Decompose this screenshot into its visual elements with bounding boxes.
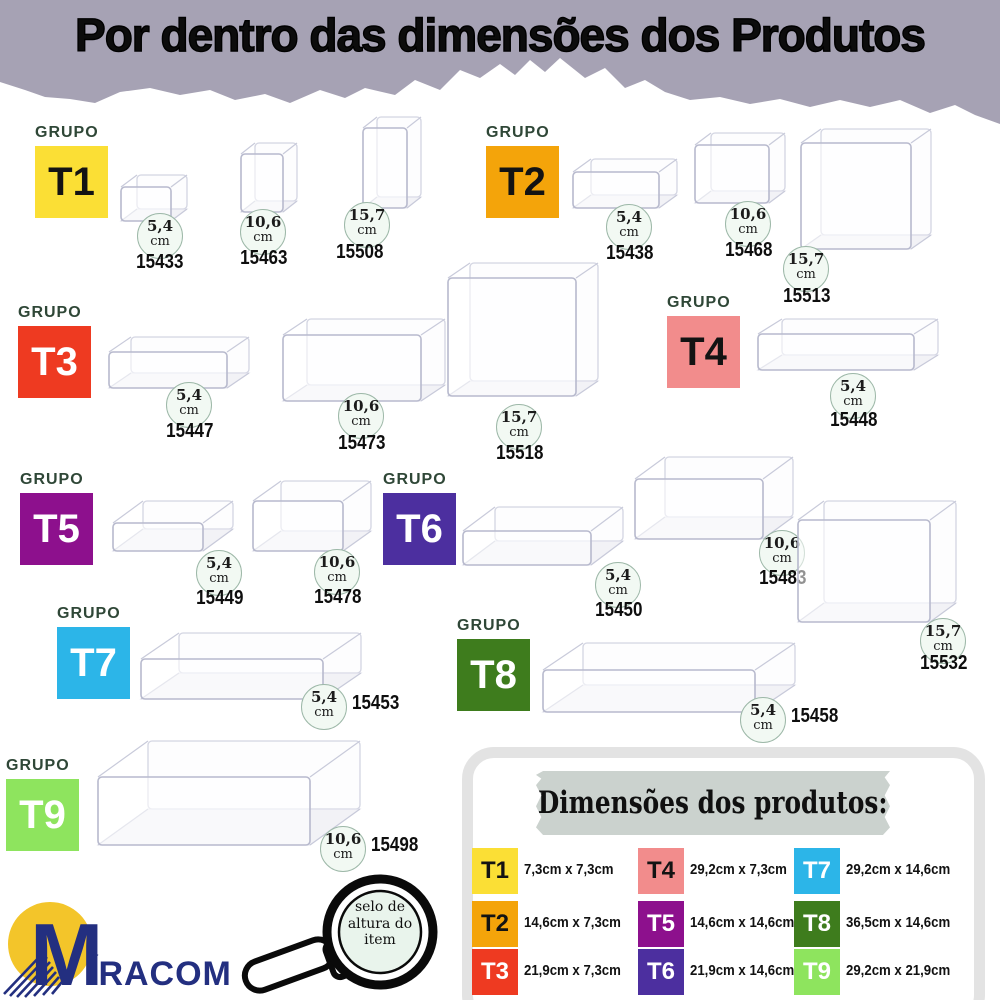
group-label-t8: GRUPO xyxy=(457,617,521,634)
product-code: 15478 xyxy=(314,586,362,608)
product-box xyxy=(239,142,299,213)
group-label-t1: GRUPO xyxy=(35,124,99,141)
group-badge-t9: T9 xyxy=(6,779,79,851)
product-box xyxy=(693,132,787,204)
legend-dims-t5: 14,6cm x 14,6cm xyxy=(690,914,795,931)
height-badge: 5,4 cm xyxy=(595,562,641,608)
height-badge: 5,4 cm xyxy=(606,204,652,250)
legend-swatch-t5: T5 xyxy=(638,901,684,947)
product-code: 15483 xyxy=(759,567,807,589)
product-code: 15532 xyxy=(920,652,968,674)
height-badge: 5,4 cm xyxy=(166,382,212,428)
product-box xyxy=(796,500,958,623)
height-badge: 5,4 cm xyxy=(830,373,876,419)
legend-swatch-t8: T8 xyxy=(794,901,840,947)
product-box xyxy=(541,642,797,713)
product-box xyxy=(107,336,251,389)
group-badge-t4: T4 xyxy=(667,316,740,388)
group-badge-t1: T1 xyxy=(35,146,108,218)
height-badge: 5,4 cm xyxy=(301,684,347,730)
legend-swatch-t2: T2 xyxy=(472,901,518,947)
height-badge: 10,6 cm xyxy=(338,393,384,439)
height-badge: 5,4 cm xyxy=(137,213,183,259)
product-box xyxy=(361,116,423,209)
group-label-t7: GRUPO xyxy=(57,605,121,622)
legend-dims-t4: 29,2cm x 7,3cm xyxy=(690,861,787,878)
product-box xyxy=(96,740,362,846)
group-label-t5: GRUPO xyxy=(20,471,84,488)
height-badge: 10,6 cm xyxy=(725,201,771,247)
brand-logo-text: ÍRACOM xyxy=(88,955,232,993)
product-code: 15448 xyxy=(830,409,878,431)
product-box xyxy=(571,158,679,209)
height-badge: 5,4 cm xyxy=(196,550,242,596)
group-badge-t5: T5 xyxy=(20,493,93,565)
legend-dims-t9: 29,2cm x 21,9cm xyxy=(846,962,951,979)
legend-swatch-t4: T4 xyxy=(638,848,684,894)
product-box xyxy=(281,318,447,402)
product-code: 15473 xyxy=(338,432,386,454)
group-badge-t2: T2 xyxy=(486,146,559,218)
product-code: 15433 xyxy=(136,251,184,273)
group-badge-t6: T6 xyxy=(383,493,456,565)
product-code: 15498 xyxy=(371,834,419,856)
group-label-t4: GRUPO xyxy=(667,294,731,311)
product-box xyxy=(446,262,600,397)
height-badge: 15,7 cm xyxy=(920,618,966,664)
product-code: 15518 xyxy=(496,442,544,464)
magnifier-label: selo de altura do item xyxy=(347,899,413,949)
legend-swatch-t9: T9 xyxy=(794,949,840,995)
product-code: 15453 xyxy=(352,692,400,714)
legend-swatch-t3: T3 xyxy=(472,949,518,995)
product-code: 15447 xyxy=(166,420,214,442)
group-label-t3: GRUPO xyxy=(18,304,82,321)
product-box xyxy=(799,128,933,250)
magnifier-icon xyxy=(241,874,438,994)
product-code: 15468 xyxy=(725,239,773,261)
height-badge: 10,6 cm xyxy=(320,826,366,872)
legend-title: Dimensões dos produtos: xyxy=(538,785,888,821)
group-badge-t7: T7 xyxy=(57,627,130,699)
legend-swatch-t6: T6 xyxy=(638,949,684,995)
product-code: 15463 xyxy=(240,247,288,269)
product-code: 15449 xyxy=(196,587,244,609)
product-box xyxy=(633,456,795,540)
legend-dims-t3: 21,9cm x 7,3cm xyxy=(524,962,621,979)
height-badge: 15,7 cm xyxy=(496,404,542,450)
product-code: 15513 xyxy=(783,285,831,307)
product-box xyxy=(756,318,940,371)
product-code: 15508 xyxy=(336,241,384,263)
height-badge: 15,7 cm xyxy=(783,246,829,292)
group-label-t2: GRUPO xyxy=(486,124,550,141)
height-badge: 10,6 cm xyxy=(240,209,286,255)
legend-dims-t7: 29,2cm x 14,6cm xyxy=(846,861,951,878)
legend-swatch-t7: T7 xyxy=(794,848,840,894)
legend-dims-t2: 14,6cm x 7,3cm xyxy=(524,914,621,931)
product-box xyxy=(119,174,189,222)
group-label-t6: GRUPO xyxy=(383,471,447,488)
legend-title-tape: Dimensões dos produtos: xyxy=(536,771,890,835)
height-badge: 5,4 cm xyxy=(740,697,786,743)
product-box xyxy=(251,480,373,552)
product-code: 15438 xyxy=(606,242,654,264)
height-badge: 10,6 cm xyxy=(314,549,360,595)
product-code: 15458 xyxy=(791,705,839,727)
product-box xyxy=(111,500,235,552)
brand-logo-initial: M xyxy=(30,905,104,1000)
group-label-t9: GRUPO xyxy=(6,757,70,774)
group-badge-t3: T3 xyxy=(18,326,91,398)
page-title: Por dentro das dimensões dos Produtos xyxy=(74,8,926,61)
legend-dims-t1: 7,3cm x 7,3cm xyxy=(524,861,614,878)
product-box xyxy=(461,506,625,566)
logo-hatch-lines xyxy=(3,951,63,998)
legend-swatch-t1: T1 xyxy=(472,848,518,894)
group-badge-t8: T8 xyxy=(457,639,530,711)
product-code: 15450 xyxy=(595,599,643,621)
torn-paper-band xyxy=(0,0,1000,124)
legend-dims-t8: 36,5cm x 14,6cm xyxy=(846,914,951,931)
height-badge: 15,7 cm xyxy=(344,202,390,248)
legend-dims-t6: 21,9cm x 14,6cm xyxy=(690,962,795,979)
